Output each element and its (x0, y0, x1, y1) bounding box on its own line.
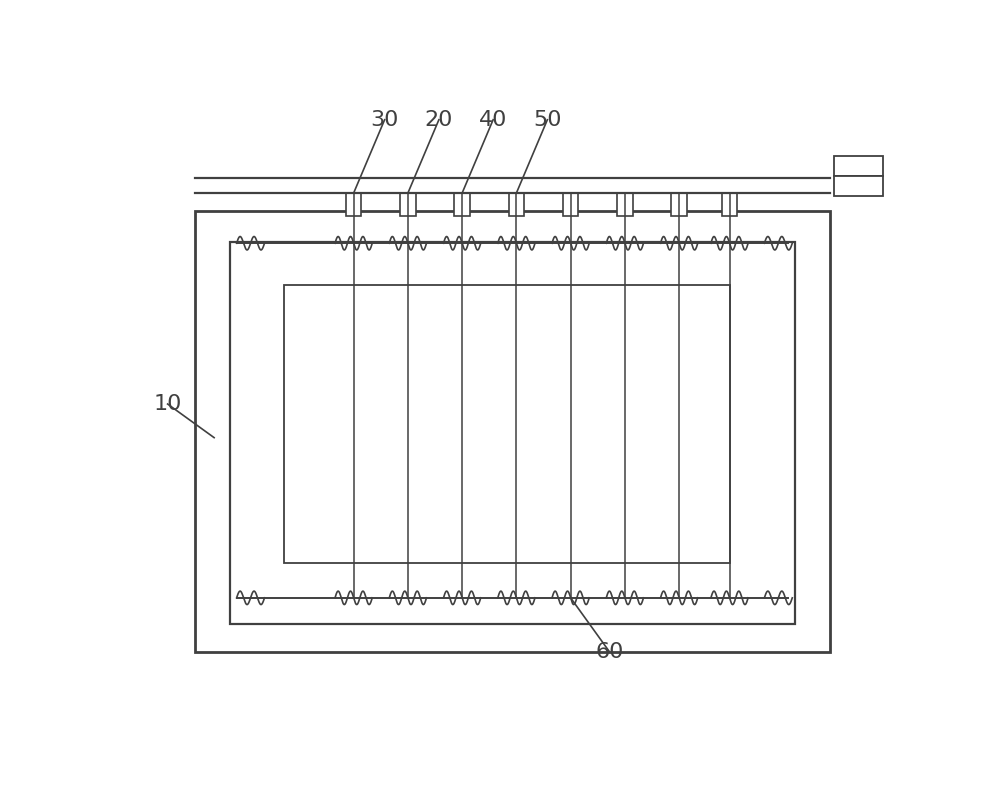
Bar (617, 193, 633, 216)
Bar (230, 242, 795, 624)
Bar (563, 193, 578, 216)
Bar (834, 176, 883, 196)
Text: 60: 60 (595, 642, 624, 661)
Text: 30: 30 (370, 110, 399, 129)
Text: 10: 10 (153, 394, 182, 414)
Text: 50: 50 (533, 110, 562, 129)
Text: 20: 20 (425, 110, 453, 129)
Bar (400, 193, 416, 216)
Bar (671, 193, 687, 216)
Bar (284, 285, 730, 563)
Bar (346, 193, 361, 216)
Bar (454, 193, 470, 216)
Bar (195, 211, 830, 652)
Bar (722, 193, 737, 216)
Bar (509, 193, 524, 216)
Bar (834, 156, 883, 176)
Text: 40: 40 (479, 110, 507, 129)
